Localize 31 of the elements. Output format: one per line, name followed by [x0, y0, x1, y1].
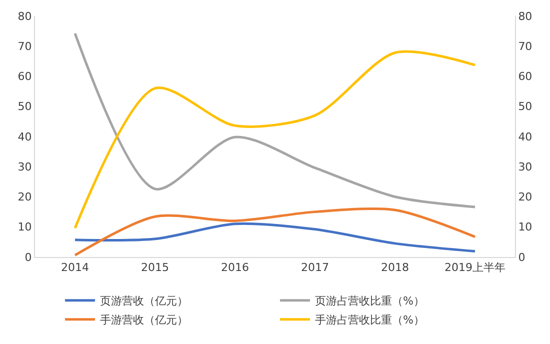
y2-tick-label: 10 — [518, 220, 532, 234]
legend-label: 手游营收（亿元） — [100, 314, 188, 327]
y2-tick-label: 0 — [518, 250, 526, 264]
y-tick-label: 50 — [18, 100, 32, 114]
y2-tick-label: 70 — [518, 40, 532, 53]
x-tick-label: 2018 — [381, 261, 409, 274]
y2-tick-label: 60 — [518, 70, 532, 84]
y-tick-label: 80 — [18, 10, 32, 23]
x-tick-label: 2015 — [141, 261, 169, 274]
y2-tick-label: 20 — [518, 190, 532, 204]
y-tick-label: 60 — [18, 70, 32, 84]
y-tick-label: 0 — [24, 250, 32, 264]
y-tick-label: 20 — [18, 190, 32, 204]
legend-label: 页游占营收比重（%） — [315, 294, 424, 308]
line-series — [74, 32, 476, 208]
x-tick-label: 2016 — [221, 261, 249, 274]
y-tick-label: 30 — [18, 160, 32, 174]
y2-tick-label: 80 — [518, 10, 532, 23]
y2-tick-label: 40 — [518, 130, 532, 144]
x-tick-label: 2014 — [61, 261, 89, 274]
y2-tick-label: 30 — [518, 160, 532, 174]
y-tick-label: 10 — [18, 220, 32, 234]
y2-tick-label: 50 — [518, 100, 532, 114]
y-tick-label: 40 — [18, 130, 32, 144]
line-series — [74, 50, 476, 230]
line-series — [74, 222, 476, 253]
y-tick-label: 70 — [18, 40, 32, 53]
x-tick-label: 2019上半年 — [444, 261, 506, 274]
legend-label: 手游占营收比重（%） — [315, 314, 424, 327]
legend-label: 页游营收（亿元） — [100, 294, 188, 308]
x-tick-label: 2017 — [301, 261, 329, 274]
